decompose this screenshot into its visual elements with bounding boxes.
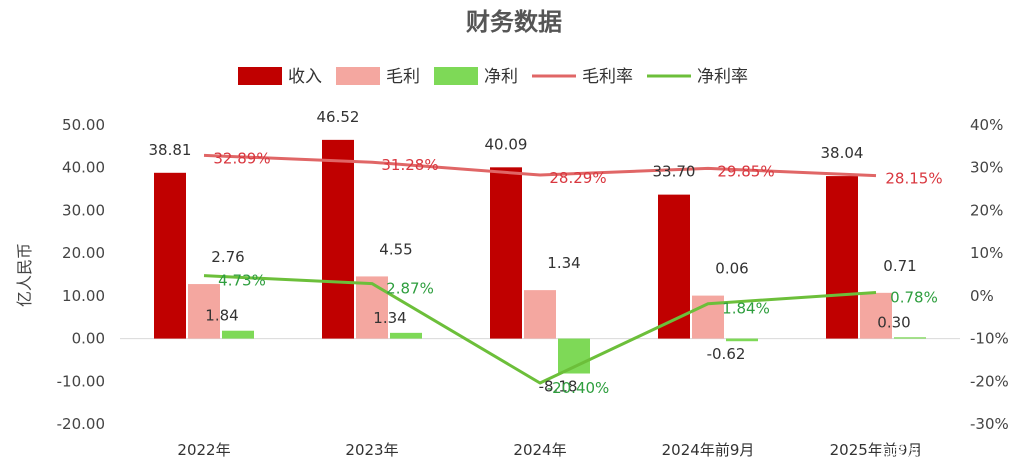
gross-margin-line — [203, 153, 877, 178]
net-margin-label: 1.84% — [722, 300, 770, 318]
data-label: 46.52 — [317, 108, 360, 126]
watermark-brand: 老虎社区 — [900, 400, 972, 422]
bar-gross-profit — [188, 284, 220, 339]
data-label: 40.09 — [485, 135, 528, 153]
legend: 收入 毛利 净利 毛利率 净利率 — [238, 67, 748, 87]
y2-axis-ticks: -30% -20% -10% 0% 10% 20% 30% 40% — [970, 116, 1009, 433]
watermark-user: @爱投资的小熊猫 — [880, 443, 984, 459]
x-tick-label: 2024年 — [513, 441, 566, 459]
data-label: -8.18 — [539, 378, 578, 396]
gross-margin-label: 28.29% — [549, 169, 606, 187]
net-margin-label: -20.40% — [547, 379, 610, 397]
y-tick-label: -10.00 — [57, 372, 105, 390]
data-label: -0.62 — [707, 345, 746, 363]
bar-net-profit — [726, 338, 758, 342]
y2-tick-label: 30% — [970, 159, 1003, 177]
data-label: 38.81 — [149, 141, 192, 159]
net-margin-line — [203, 274, 877, 385]
data-label: 1.34 — [547, 254, 580, 272]
legend-entry: 收入 — [288, 67, 322, 87]
x-tick-label: 2025年前9月 — [830, 441, 923, 459]
data-labels: 38.81 46.52 40.09 33.70 38.04 2.76 4.55 1.34 0.0… — [149, 108, 943, 397]
y-tick-label: -20.00 — [57, 415, 105, 433]
lines-group — [203, 153, 877, 385]
y-tick-label: 50.00 — [62, 116, 105, 134]
x-tick-label: 2024年前9月 — [662, 441, 755, 459]
data-label: 33.70 — [653, 163, 696, 181]
y2-tick-label: 0% — [970, 287, 994, 305]
legend-entry: 净利 — [484, 67, 518, 87]
bars-group — [154, 139, 926, 374]
net-margin-label: 4.73% — [218, 272, 266, 290]
gross-margin-label: 31.28% — [381, 156, 438, 174]
y-tick-label: 0.00 — [72, 330, 105, 348]
bar-net-profit — [222, 330, 254, 339]
y2-tick-label: -30% — [970, 415, 1009, 433]
gross-margin-label: 32.89% — [213, 149, 270, 167]
category-labels: 2022年 2023年 2024年 2024年前9月 2025年前9月 — [177, 441, 922, 459]
bar-revenue — [658, 194, 690, 339]
bar-revenue — [322, 139, 354, 339]
watermark-logo-icon — [866, 396, 894, 424]
y2-tick-label: -20% — [970, 372, 1009, 390]
bar-gross-profit — [524, 290, 556, 339]
legend-entry: 毛利率 — [582, 67, 633, 87]
y-axis-ticks: -20.00 -10.00 0.00 10.00 20.00 30.00 40.00 50.0… — [57, 116, 105, 433]
bar-revenue — [490, 167, 522, 339]
data-label: 1.84 — [205, 307, 238, 325]
legend-entry: 净利率 — [697, 67, 748, 87]
data-label: 0.71 — [883, 257, 916, 275]
legend-entry: 毛利 — [386, 67, 420, 87]
data-label: 1.34 — [373, 309, 406, 327]
data-label: 0.30 — [877, 313, 910, 331]
gross-margin-label: 28.15% — [885, 170, 942, 188]
bar-gross-profit — [860, 292, 892, 339]
legend-swatch — [238, 67, 282, 85]
gross-margin-label: 29.85% — [717, 162, 774, 180]
y2-tick-label: 40% — [970, 116, 1003, 134]
y-tick-label: 40.00 — [62, 159, 105, 177]
bar-gross-profit — [356, 276, 388, 339]
legend-swatch — [434, 67, 478, 85]
x-tick-label: 2022年 — [177, 441, 230, 459]
data-label: 4.55 — [379, 240, 412, 258]
data-label: 0.06 — [715, 260, 748, 278]
y-tick-label: 20.00 — [62, 244, 105, 262]
bar-net-profit — [390, 332, 422, 339]
y-tick-label: 30.00 — [62, 201, 105, 219]
bar-net-profit — [894, 337, 926, 339]
bar-revenue — [154, 172, 186, 339]
net-margin-label: 2.87% — [386, 280, 434, 298]
y2-tick-label: 20% — [970, 201, 1003, 219]
chart-title: 财务数据 — [466, 8, 562, 36]
bar-revenue — [826, 176, 858, 339]
data-label: 38.04 — [821, 144, 864, 162]
y-tick-label: 10.00 — [62, 287, 105, 305]
y2-tick-label: -10% — [970, 330, 1009, 348]
legend-swatch — [336, 67, 380, 85]
x-tick-label: 2023年 — [345, 441, 398, 459]
y2-tick-label: 10% — [970, 244, 1003, 262]
net-margin-label: 0.78% — [890, 289, 938, 307]
data-label: 2.76 — [211, 248, 244, 266]
y-axis-label: 亿人民币 — [15, 243, 34, 307]
watermark: 老虎社区 @爱投资的小熊猫 — [866, 396, 984, 459]
